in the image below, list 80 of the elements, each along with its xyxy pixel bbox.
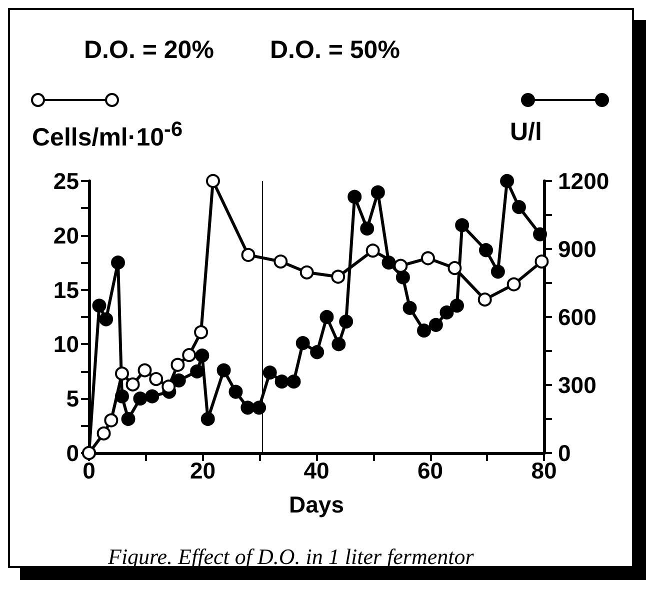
point xyxy=(182,348,196,362)
point xyxy=(286,374,301,389)
point xyxy=(320,310,334,324)
point xyxy=(331,270,346,284)
point xyxy=(339,314,354,329)
point xyxy=(402,300,417,315)
y2-axis-title: U/l xyxy=(510,118,542,147)
x-tick-label: 40 xyxy=(304,458,330,484)
point xyxy=(170,358,185,372)
x-tick-label: 80 xyxy=(531,458,557,484)
point xyxy=(216,363,231,378)
point xyxy=(149,372,164,386)
point xyxy=(190,364,204,378)
point xyxy=(440,305,454,320)
point xyxy=(420,251,435,266)
point xyxy=(274,254,288,269)
point xyxy=(500,174,514,188)
y2-tick-label: 300 xyxy=(558,372,596,398)
point xyxy=(200,412,215,426)
point xyxy=(252,400,266,415)
point xyxy=(366,244,380,258)
point xyxy=(533,227,548,242)
y-tick-label: 25 xyxy=(53,168,80,194)
y2-tick-label: 0 xyxy=(558,440,571,466)
point xyxy=(162,380,176,394)
point xyxy=(450,298,464,313)
point xyxy=(99,312,114,326)
point xyxy=(133,392,148,406)
y-tick-label: 20 xyxy=(53,222,79,248)
point xyxy=(111,256,126,270)
point xyxy=(506,277,521,292)
point xyxy=(370,185,385,200)
y-tick-label: 15 xyxy=(53,276,80,303)
point xyxy=(194,325,208,340)
point xyxy=(417,324,431,338)
point xyxy=(348,190,362,204)
point xyxy=(394,258,408,273)
point xyxy=(396,270,410,284)
point xyxy=(490,264,505,279)
point xyxy=(121,412,136,426)
x-axis-title: Days xyxy=(289,492,344,518)
point xyxy=(115,366,129,381)
y-axis-title: Cells/ml·10$^{-6}$ xyxy=(32,118,183,152)
point xyxy=(240,400,255,415)
text: D.O. = 50% xyxy=(270,36,400,65)
text: D.O. = 20% xyxy=(84,36,214,65)
point xyxy=(138,363,152,378)
point xyxy=(455,218,470,232)
x-tick-label: 0 xyxy=(82,458,96,484)
y-tick-label: 10 xyxy=(53,331,79,358)
point xyxy=(360,222,374,236)
point xyxy=(145,389,160,404)
point xyxy=(300,265,314,280)
point xyxy=(104,413,118,428)
point xyxy=(126,377,140,392)
point xyxy=(172,373,186,388)
y2-tick-label: 1200 xyxy=(558,168,610,194)
x-tick-label: 20 xyxy=(190,458,216,484)
point xyxy=(512,200,526,214)
y-tick-label: 0 xyxy=(66,440,79,466)
point xyxy=(479,243,493,258)
point xyxy=(296,336,310,350)
point xyxy=(262,366,277,380)
point xyxy=(274,374,289,389)
point xyxy=(96,426,111,440)
point xyxy=(195,348,210,363)
point xyxy=(92,298,106,313)
point xyxy=(310,345,324,360)
point xyxy=(206,174,220,188)
point xyxy=(241,248,256,262)
point xyxy=(448,261,462,276)
y-tick-label: 5 xyxy=(66,386,80,412)
y2-tick-label: 600 xyxy=(558,304,596,330)
point xyxy=(332,337,346,352)
x-tick-label: 60 xyxy=(417,458,444,484)
y2-tick-label: 900 xyxy=(558,236,596,262)
point xyxy=(534,254,549,269)
point xyxy=(228,384,243,399)
point xyxy=(478,292,492,307)
point xyxy=(428,318,443,332)
